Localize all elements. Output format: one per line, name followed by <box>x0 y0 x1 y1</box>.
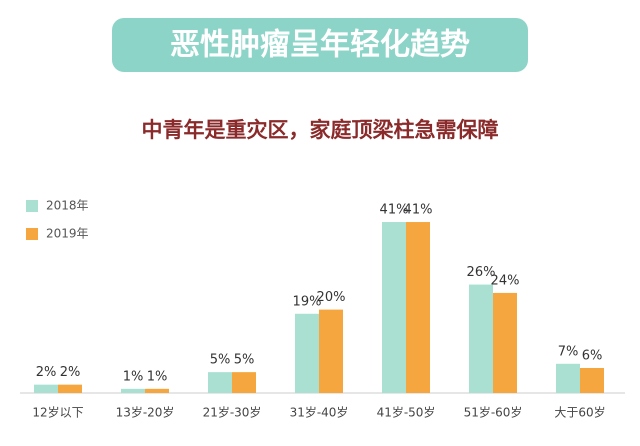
value-label: 7% <box>558 344 579 359</box>
value-label: 5% <box>234 353 255 368</box>
chart-title: 恶性肿瘤呈年轻化趋势 <box>170 28 470 63</box>
value-label: 1% <box>147 369 168 384</box>
x-tick-label: 12岁以下 <box>32 405 83 420</box>
bar <box>319 309 343 393</box>
bar <box>469 284 493 393</box>
value-label: 6% <box>582 348 603 363</box>
x-tick-label: 31岁-40岁 <box>290 405 349 420</box>
value-label: 41% <box>380 203 409 218</box>
bar <box>295 313 319 393</box>
chart-subtitle: 中青年是重灾区，家庭顶梁柱急需保障 <box>142 118 499 142</box>
value-label: 24% <box>491 273 520 288</box>
bar <box>34 384 58 393</box>
bar <box>493 292 517 393</box>
legend-swatch <box>26 228 38 240</box>
title-box <box>112 18 528 72</box>
bar <box>121 388 145 393</box>
bar <box>382 222 406 393</box>
value-label: 20% <box>317 290 346 305</box>
bar <box>556 363 580 393</box>
bar <box>208 372 232 393</box>
legend-label: 2019年 <box>46 227 89 241</box>
x-tick-label: 21岁-30岁 <box>203 405 262 420</box>
bar <box>406 222 430 393</box>
value-label: 2% <box>36 365 57 380</box>
bar <box>58 384 82 393</box>
bar <box>232 372 256 393</box>
x-tick-label: 51岁-60岁 <box>464 405 523 420</box>
value-label: 26% <box>467 265 496 280</box>
value-label: 2% <box>60 365 81 380</box>
legend-label: 2018年 <box>46 199 89 213</box>
value-label: 19% <box>293 294 322 309</box>
value-label: 1% <box>123 369 144 384</box>
value-label: 5% <box>210 353 231 368</box>
x-tick-label: 13岁-20岁 <box>116 405 175 420</box>
x-tick-label: 大于60岁 <box>554 405 605 420</box>
x-tick-label: 41岁-50岁 <box>377 405 436 420</box>
value-label: 41% <box>404 203 433 218</box>
bar <box>580 367 604 393</box>
bar <box>145 388 169 393</box>
legend-swatch <box>26 200 38 212</box>
